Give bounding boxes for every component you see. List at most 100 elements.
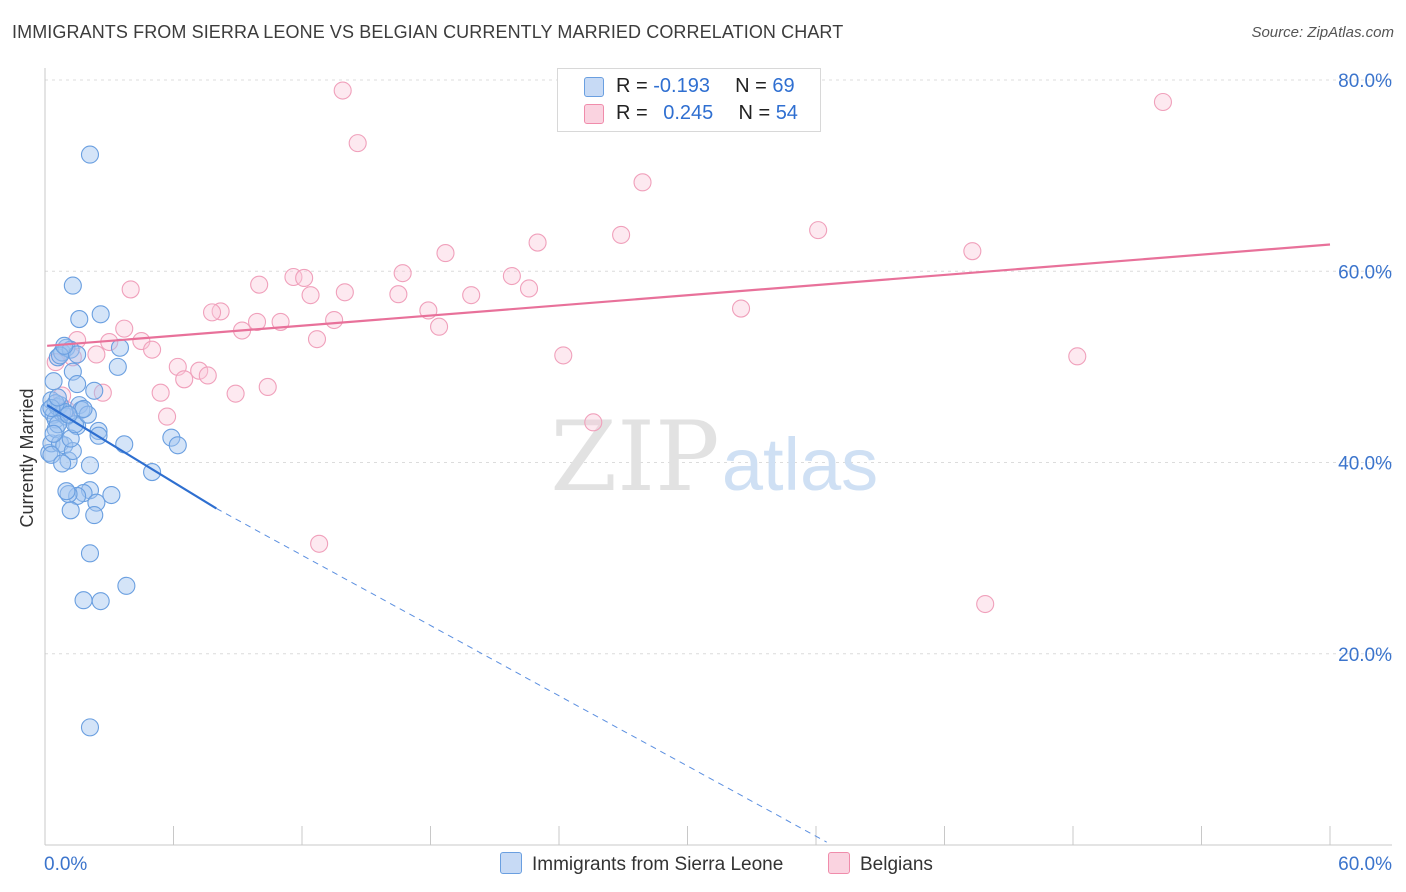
sierra-leone-trend-line: [46, 404, 217, 510]
belgians-points: [46, 81, 1172, 614]
belgians-point: [175, 370, 194, 389]
sierra-leone-point: [91, 305, 110, 324]
sierra-leone-point: [80, 544, 100, 563]
sierra-leone-point: [162, 428, 181, 447]
belgians-point: [198, 366, 217, 385]
belgians-point: [963, 242, 982, 261]
belgians-point: [250, 275, 269, 294]
bottom-legend-belgians: Belgians: [828, 852, 933, 878]
belgians-point: [528, 233, 547, 252]
source-label: Source: ZipAtlas.com: [1251, 24, 1394, 41]
legend-r-label: R =: [616, 75, 654, 97]
bottom-legend-label: Immigrants from Sierra Leone: [532, 854, 784, 875]
sierra-leone-point: [57, 482, 76, 501]
sierra-leone-point: [108, 357, 127, 376]
belgians-point: [151, 383, 170, 402]
bottom-legend-sierra-leone: Immigrants from Sierra Leone: [500, 852, 783, 878]
sierra-leone-point: [80, 145, 100, 164]
sierra-leone-points: [40, 145, 187, 737]
belgians-point: [430, 317, 449, 336]
sierra-leone-point: [53, 454, 72, 473]
belgians-point: [809, 221, 828, 240]
y-tick-label: 40.0%: [1338, 454, 1392, 475]
sierra-leone-point: [117, 576, 136, 595]
axes: [44, 68, 1392, 846]
sierra-leone-point: [46, 419, 65, 439]
sierra-leone-point: [80, 718, 100, 737]
belgians-point: [502, 266, 521, 286]
belgians-point: [348, 134, 367, 153]
belgians-point: [1153, 92, 1172, 112]
belgians-point: [612, 225, 631, 244]
belgians-point: [731, 299, 751, 318]
watermark-zip: ZIP: [550, 401, 719, 513]
belgians-point: [247, 312, 267, 331]
grid-lines: [45, 79, 1392, 655]
sierra-leone-point: [50, 346, 70, 365]
legend-n-label: N =: [735, 75, 773, 97]
sierra-leone-point: [48, 388, 67, 407]
belgians-point: [121, 280, 140, 299]
legend-n-label: N =: [738, 102, 776, 124]
sierra-leone-point: [44, 424, 63, 443]
y-tick-label: 20.0%: [1338, 645, 1392, 666]
belgians-point: [115, 319, 134, 338]
legend-r-value: 0.245: [663, 102, 714, 124]
bottom-legend-swatch-pink: [828, 852, 850, 874]
tick-labels: 20.0% 40.0% 60.0% 80.0% 0.0% 60.0%: [44, 71, 1392, 875]
bottom-legend-label: Belgians: [860, 854, 933, 875]
legend-n-value: 69: [772, 75, 795, 97]
belgians-point: [584, 413, 603, 432]
sierra-leone-point: [74, 591, 93, 610]
belgians-point: [190, 361, 209, 380]
belgians-point: [554, 346, 573, 365]
y-tick-label: 60.0%: [1338, 262, 1392, 283]
belgians-point: [633, 173, 652, 192]
sierra-leone-point: [102, 485, 121, 505]
belgians-point: [389, 285, 408, 304]
belgians-point: [143, 340, 162, 359]
sierra-leone-point: [115, 435, 134, 454]
watermark: ZIP atlas: [550, 401, 878, 513]
legend-r-value: -0.193: [653, 75, 710, 97]
sierra-leone-point: [110, 338, 130, 357]
x-tick-label: 0.0%: [44, 854, 87, 875]
sierra-leone-point: [61, 429, 80, 448]
y-axis-label: Currently Married: [17, 388, 37, 527]
legend-swatch-blue: [584, 77, 604, 97]
belgians-point: [87, 345, 106, 364]
chart-title: IMMIGRANTS FROM SIERRA LEONE VS BELGIAN …: [12, 22, 844, 42]
sierra-leone-trend-extension: [216, 507, 827, 843]
belgians-point: [976, 594, 995, 614]
belgians-point: [295, 268, 314, 287]
belgians-point: [462, 286, 481, 305]
belgians-point: [307, 330, 327, 349]
belgians-point: [436, 244, 455, 263]
belgians-point: [310, 534, 329, 553]
stats-legend: R = -0.193 N = 69 R = 0.245 N = 54: [557, 68, 821, 132]
belgians-point: [335, 283, 354, 302]
sierra-leone-point: [80, 456, 100, 475]
belgians-point: [393, 264, 412, 283]
belgians-point: [1068, 347, 1087, 366]
trend-lines: [46, 243, 1331, 843]
belgians-point: [226, 384, 245, 403]
y-tick-label: 80.0%: [1338, 71, 1392, 92]
belgians-point: [203, 303, 222, 322]
sierra-leone-point: [68, 375, 87, 394]
belgians-trend-line: [47, 243, 1331, 347]
sierra-leone-point: [44, 372, 63, 391]
sierra-leone-point: [168, 436, 187, 455]
belgians-point: [519, 279, 539, 298]
sierra-leone-point: [91, 592, 110, 611]
sierra-leone-point: [85, 381, 104, 400]
sierra-leone-point: [85, 506, 104, 525]
sierra-leone-point: [63, 276, 82, 295]
legend-r-label: R =: [616, 102, 654, 124]
belgians-point: [333, 81, 352, 100]
belgians-point: [301, 286, 320, 305]
bottom-legend-swatch-blue: [500, 852, 522, 874]
belgians-point: [325, 310, 344, 330]
x-tick-label: 60.0%: [1338, 854, 1392, 875]
